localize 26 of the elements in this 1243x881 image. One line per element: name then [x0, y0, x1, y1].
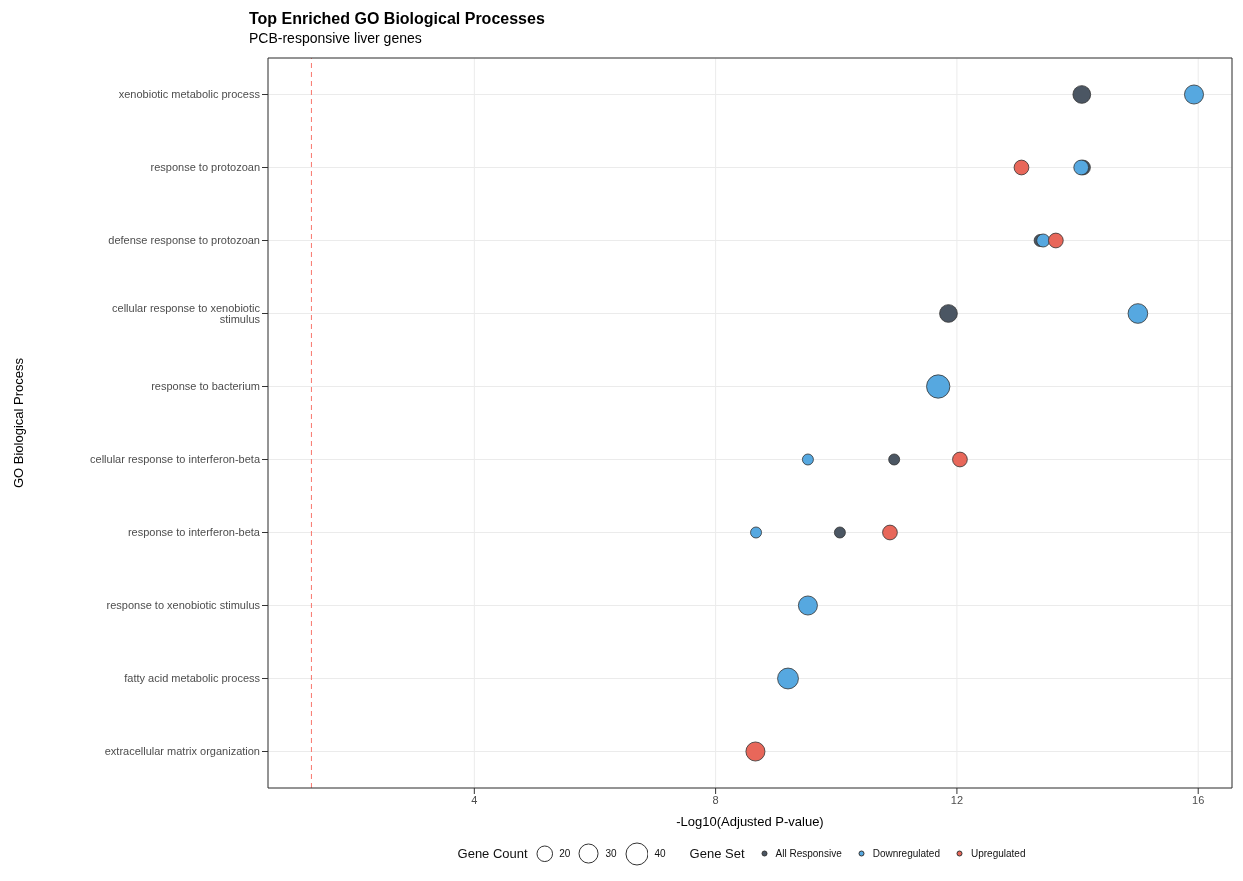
y-tick-label: extracellular matrix organization	[104, 745, 260, 758]
x-tick-label: 16	[1192, 793, 1205, 806]
y-tick-label: response to protozoan	[150, 161, 260, 174]
chart-subtitle: PCB-responsive liver genes	[249, 30, 423, 46]
legend-label: 20	[558, 847, 571, 862]
y-axis-title: GO Biological Process	[10, 357, 26, 489]
y-tick-label: cellular response to interferon-beta	[90, 453, 261, 466]
x-tick-label: 4	[471, 793, 478, 806]
text: Gene Count	[457, 846, 528, 862]
legend-label: 40	[653, 847, 666, 862]
legend-label: Downregulated	[871, 848, 940, 860]
y-tick-label: fatty acid metabolic process	[124, 672, 261, 685]
legend-label: 30	[604, 847, 617, 862]
y-tick-label: response to bacterium	[151, 380, 260, 393]
chart-title: Top Enriched GO Biological Processes	[249, 10, 545, 28]
y-tick-label: cellular response to xenobiotic stimulus	[112, 301, 261, 325]
legend-label: All Responsive	[774, 848, 842, 860]
y-tick-label: response to xenobiotic stimulus	[106, 599, 261, 612]
x-tick-label: 12	[950, 793, 964, 806]
legend-title: Gene Set	[689, 846, 745, 862]
x-axis-title: -Log10(Adjusted P-value)	[676, 814, 824, 829]
y-tick-label: defense response to protozoan	[108, 234, 260, 247]
legend-label: Upregulated	[969, 848, 1026, 860]
y-tick-label: xenobiotic metabolic process	[118, 88, 261, 101]
y-tick-label: response to interferon-beta	[127, 526, 261, 539]
x-tick-label: 8	[712, 793, 719, 806]
